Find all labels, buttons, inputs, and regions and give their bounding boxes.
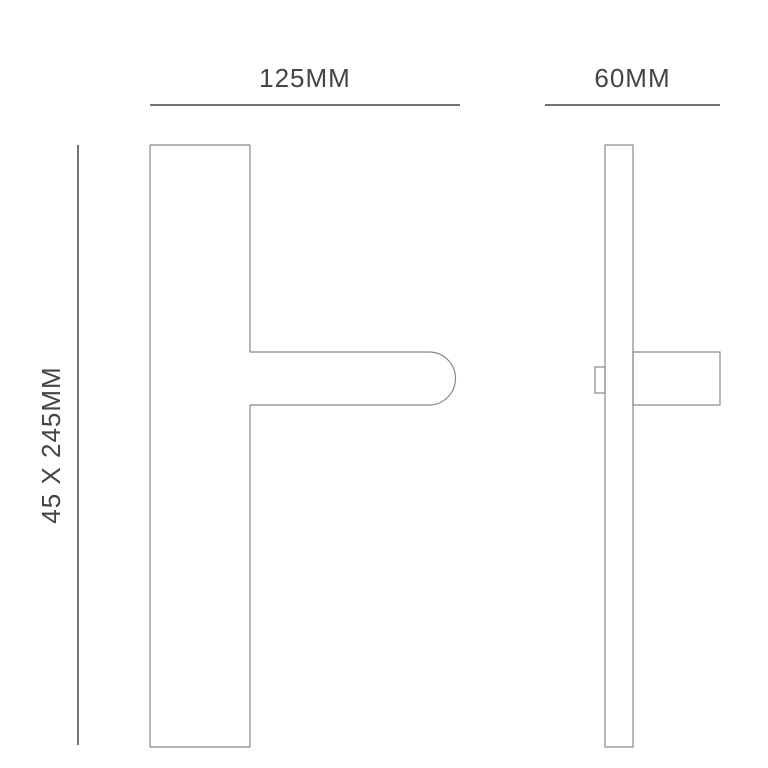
side-plate xyxy=(605,145,633,747)
side-spindle xyxy=(595,367,605,393)
front-handle-lever xyxy=(250,352,456,405)
label-side-width: 60MM xyxy=(594,63,670,93)
side-handle xyxy=(633,352,720,405)
label-front-width: 125MM xyxy=(259,63,351,93)
label-plate-height: 45 X 245MM xyxy=(36,366,66,523)
